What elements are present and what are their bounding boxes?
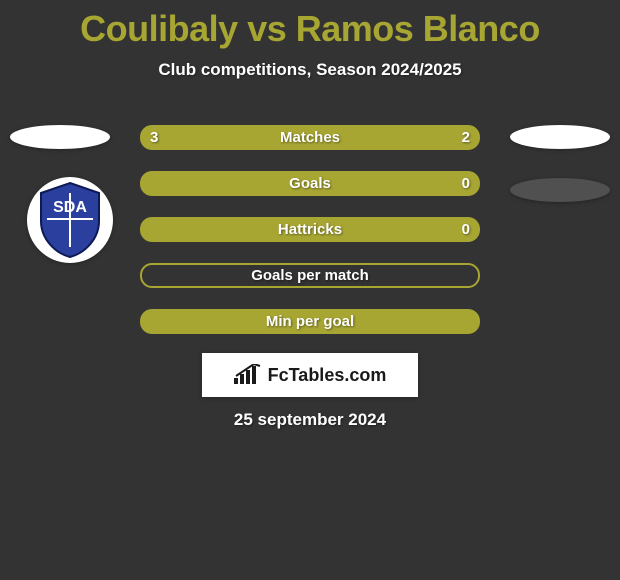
stat-label: Goals per match [251,267,369,284]
club-badge: SDA [27,177,113,263]
date-text: 25 september 2024 [0,410,620,430]
stat-label: Goals [289,175,331,192]
stats-container: 3 Matches 2 Goals 0 Hattricks 0 Goals pe… [140,125,480,355]
stat-label: Min per goal [266,313,354,330]
subtitle: Club competitions, Season 2024/2025 [0,60,620,80]
badge-text: SDA [53,199,87,216]
stat-right-value: 2 [462,129,470,146]
shield-icon: SDA [35,181,105,259]
stat-right-value: 0 [462,221,470,238]
stat-row-mpg: Min per goal [140,309,480,334]
stat-label: Matches [280,129,340,146]
player-right-pill-2 [510,178,610,202]
player-right-pill [510,125,610,149]
chart-icon [234,364,262,386]
stat-right-value: 0 [462,175,470,192]
stat-label: Hattricks [278,221,342,238]
brand-box: FcTables.com [202,353,418,397]
stat-row-hattricks: Hattricks 0 [140,217,480,242]
player-left-pill [10,125,110,149]
stat-row-gpm: Goals per match [140,263,480,288]
stat-row-matches: 3 Matches 2 [140,125,480,150]
stat-row-goals: Goals 0 [140,171,480,196]
stat-fill-right [344,125,480,150]
brand-text: FcTables.com [268,365,387,386]
page-title: Coulibaly vs Ramos Blanco [0,0,620,50]
stat-left-value: 3 [150,129,158,146]
